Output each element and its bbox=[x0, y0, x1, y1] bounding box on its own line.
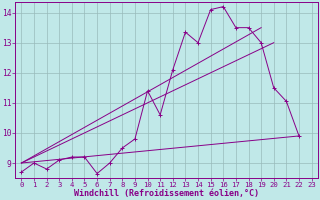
X-axis label: Windchill (Refroidissement éolien,°C): Windchill (Refroidissement éolien,°C) bbox=[74, 189, 259, 198]
